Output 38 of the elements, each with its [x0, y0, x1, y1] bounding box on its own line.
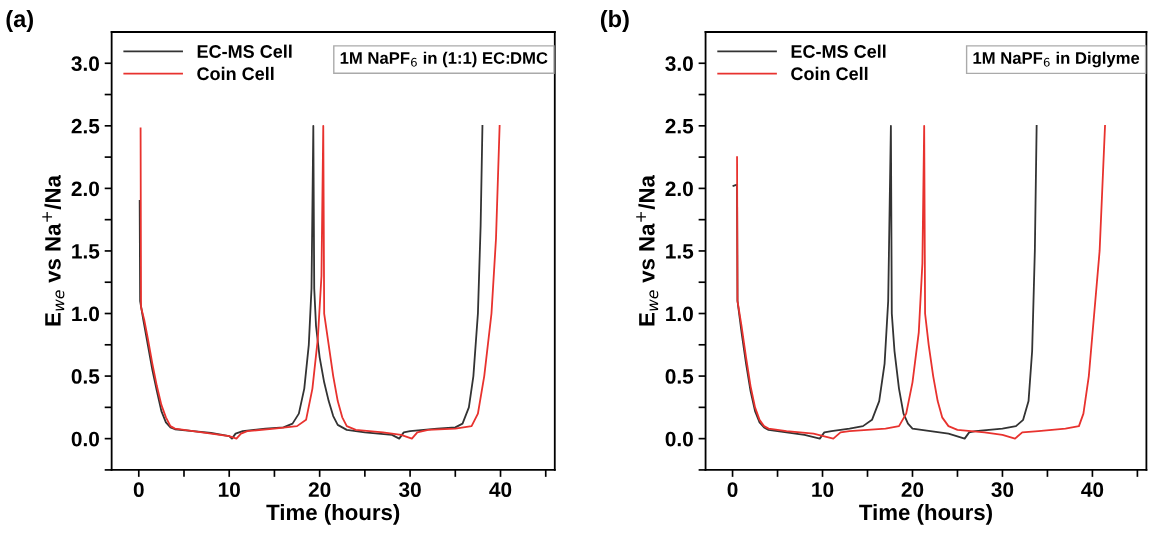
y-tick-label: 0.5	[665, 369, 694, 384]
legend-label: Coin Cell	[791, 66, 868, 81]
y-tick-label: 1.5	[72, 244, 100, 259]
y-tick-label: 3.0	[665, 56, 693, 72]
x-tick-label: 40	[489, 482, 512, 498]
y-tick-label: 0.5	[71, 369, 100, 384]
y-tick-label: 0.0	[71, 431, 99, 447]
y-axis-title: E$_{we}$ vs Na$^{+}$/Na	[42, 174, 65, 326]
x-axis-title: Time (hours)	[859, 503, 992, 525]
y-tick-label: 2.5	[665, 118, 694, 134]
y-tick-label: 1.0	[72, 306, 99, 322]
y-tick-label: 3.0	[71, 56, 99, 72]
annotation: 1M NaPF$_{6}$ in Diglyme	[973, 51, 1140, 68]
x-axis-title: Time (hours)	[266, 503, 400, 525]
line-series	[736, 124, 1106, 440]
y-tick-label: 0.0	[665, 431, 693, 447]
y-axis-title: E$_{we}$ vs Na$^{+}$/Na	[636, 174, 659, 326]
chart-title: (a)	[6, 9, 33, 32]
chart-title: (b)	[600, 9, 629, 32]
line-series	[732, 124, 1038, 440]
x-tick-label: 0	[133, 482, 144, 498]
x-tick-label: 20	[901, 482, 924, 498]
y-tick-label: 2.0	[71, 181, 99, 197]
y-tick-label: 2.5	[71, 118, 100, 134]
x-tick-label: 30	[398, 482, 421, 498]
x-tick-label: 10	[218, 482, 240, 498]
y-tick-label: 1.0	[666, 306, 693, 322]
legend-label: EC-MS Cell	[791, 44, 886, 58]
y-tick-label: 1.5	[666, 244, 694, 259]
x-tick-label: 20	[308, 482, 331, 498]
x-tick-label: 10	[812, 482, 834, 498]
x-tick-label: 30	[991, 482, 1014, 498]
legend-label: Coin Cell	[197, 66, 274, 81]
legend-label: EC-MS Cell	[197, 44, 292, 58]
x-tick-label: 0	[727, 482, 738, 498]
y-tick-label: 2.0	[665, 181, 693, 197]
x-tick-label: 40	[1081, 482, 1104, 498]
annotation: 1M NaPF$_{6}$ in (1:1) EC:DMC	[340, 51, 548, 68]
